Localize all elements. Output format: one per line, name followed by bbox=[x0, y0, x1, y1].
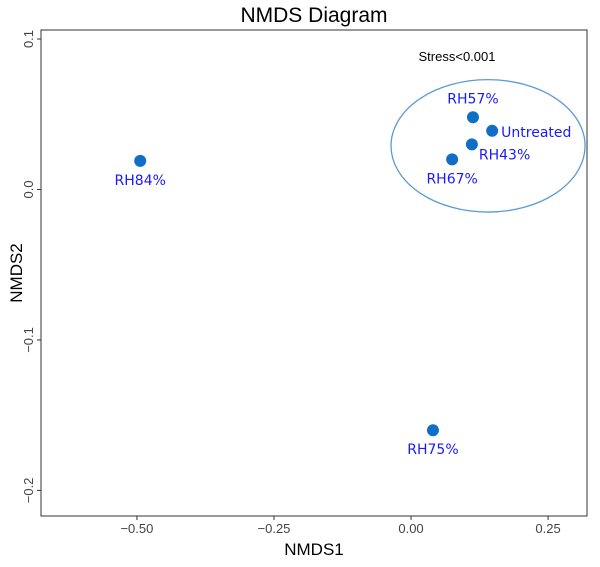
point-label: RH75% bbox=[407, 442, 458, 458]
y-tick-label: −0.2 bbox=[21, 478, 36, 504]
data-point bbox=[486, 124, 499, 137]
y-axis-label: NMDS2 bbox=[7, 243, 26, 303]
x-tick-label: 0.25 bbox=[535, 521, 560, 536]
point-label: RH43% bbox=[479, 147, 530, 163]
y-tick-label: 0.1 bbox=[21, 30, 36, 48]
x-tick-label: 0.00 bbox=[398, 521, 423, 536]
x-tick-label: −0.50 bbox=[120, 521, 153, 536]
data-point bbox=[134, 154, 147, 167]
data-point bbox=[426, 424, 439, 437]
stress-annotation: Stress<0.001 bbox=[419, 49, 496, 64]
chart-title: NMDS Diagram bbox=[240, 4, 387, 27]
point-label: Untreated bbox=[501, 125, 571, 141]
data-point bbox=[446, 153, 459, 166]
cluster-ellipse bbox=[390, 79, 586, 213]
x-tick-label: −0.25 bbox=[258, 521, 291, 536]
data-point bbox=[466, 111, 479, 124]
point-label: RH57% bbox=[447, 91, 498, 107]
x-axis-label: NMDS1 bbox=[284, 540, 344, 559]
point-label: RH67% bbox=[426, 171, 477, 187]
data-point bbox=[465, 138, 478, 151]
point-label: RH84% bbox=[115, 173, 166, 189]
plot-panel bbox=[40, 29, 588, 517]
y-tick-label: −0.1 bbox=[21, 327, 36, 353]
y-tick-label: 0.0 bbox=[21, 180, 36, 198]
